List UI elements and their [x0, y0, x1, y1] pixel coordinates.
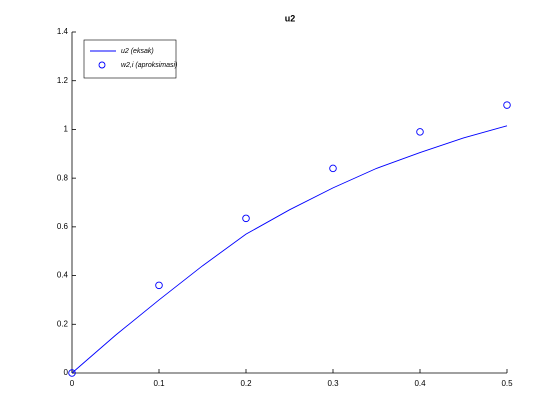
- data-line: [71, 125, 508, 374]
- y-tick-label: 0.2: [57, 319, 69, 328]
- y-tick-label: 1.4: [57, 27, 69, 36]
- y-tick-label: 0.4: [57, 271, 69, 280]
- y-tick-label: 0: [64, 368, 69, 377]
- x-tick-label: 0.3: [327, 379, 339, 388]
- x-tick-label: 0.5: [501, 379, 513, 388]
- chart-title: u2: [285, 13, 296, 23]
- data-point: [68, 369, 76, 377]
- legend-label: w2,i (aproksimasi): [121, 62, 177, 69]
- x-tick-label: 0.2: [240, 379, 252, 388]
- data-point: [155, 281, 163, 290]
- legend-label: u2 (eksak): [121, 48, 154, 55]
- x-tick-label: 0.4: [414, 379, 426, 388]
- data-point: [416, 128, 424, 136]
- legend-box: [83, 39, 177, 79]
- x-tick-label: 0: [70, 379, 75, 388]
- legend-marker: [98, 61, 106, 69]
- x-tick-label: 0.1: [153, 379, 165, 388]
- data-point: [242, 214, 250, 223]
- y-tick-label: 0.6: [57, 222, 69, 231]
- data-point: [503, 101, 511, 109]
- data-point: [329, 164, 337, 173]
- y-tick-label: 1: [64, 125, 69, 134]
- y-tick-label: 0.8: [57, 173, 69, 182]
- y-tick-label: 1.2: [57, 76, 69, 85]
